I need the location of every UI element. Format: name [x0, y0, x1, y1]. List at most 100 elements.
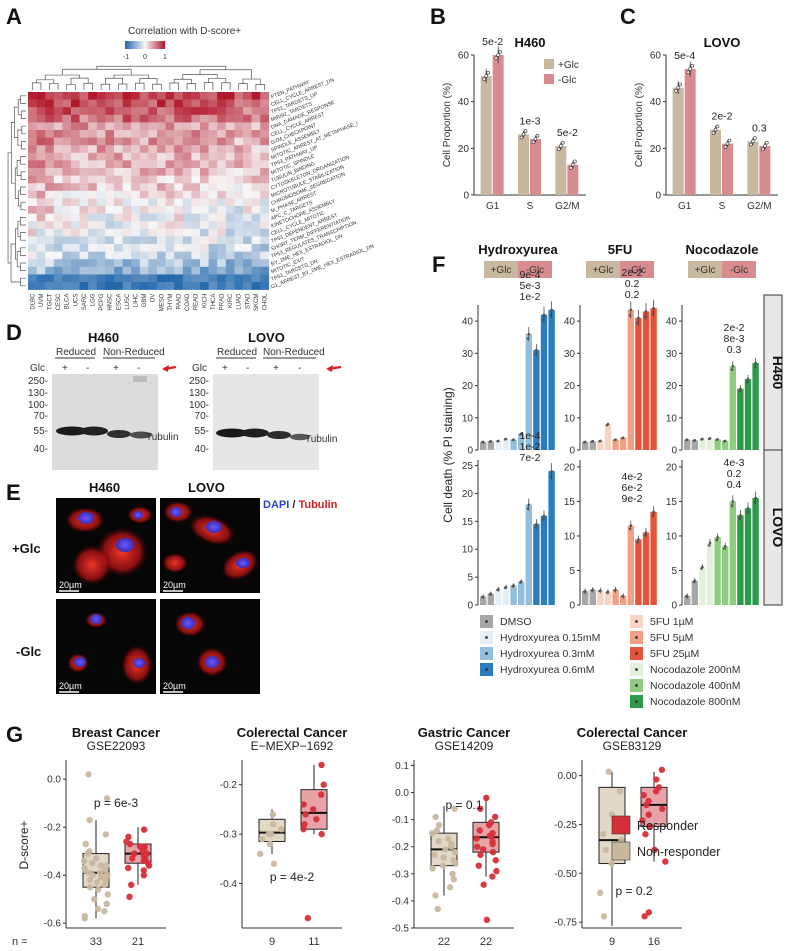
heatmap-cell [208, 122, 218, 131]
bar [502, 439, 510, 450]
bar [612, 589, 619, 605]
data-point [598, 440, 601, 443]
p-value: 5e-3 [519, 280, 540, 292]
bar-chart-lovo-cell-cycle: LOVO 0 20 40 60 Cell Proportion (%) G1 5e-4 S 2e-… [634, 35, 778, 212]
heatmap-cell [114, 282, 123, 290]
data-point [753, 501, 756, 504]
heatmap-cell [36, 213, 46, 222]
g-subplot-dataset: GSE14209 [435, 739, 494, 753]
data-point [583, 590, 586, 593]
data-point [511, 438, 514, 442]
heatmap-cell [36, 251, 46, 260]
heatmap-cell [62, 168, 72, 176]
bar [495, 440, 502, 450]
heatmap-cell [62, 274, 72, 283]
heatmap-cell [88, 266, 98, 275]
bar [672, 87, 684, 195]
heatmap-cell [148, 160, 158, 169]
heatmap-cell [36, 130, 46, 138]
heatmap-cell [79, 130, 89, 138]
heatmap-col-label: UVM [39, 294, 45, 307]
heatmap-cell [217, 99, 227, 108]
heatmap-cell [96, 168, 106, 176]
bar [752, 497, 759, 605]
heatmap-cell [122, 152, 132, 161]
bar [518, 433, 525, 450]
data-point [442, 846, 449, 853]
heatmap-cell [174, 236, 184, 245]
heatmap-cell [217, 213, 227, 222]
heatmap-cell [28, 282, 37, 290]
y-tick-label: -0.6 [44, 919, 62, 930]
legend-swatch-dot [635, 684, 638, 687]
data-point [708, 541, 712, 545]
data-point [86, 816, 93, 824]
heatmap-cell [131, 145, 141, 154]
heatmap-cell [139, 206, 149, 214]
data-point [93, 879, 101, 886]
data-point [628, 314, 631, 317]
data-point [496, 588, 499, 592]
heatmap-cell [122, 92, 132, 100]
heatmap-cell [191, 99, 201, 108]
dendrogram-branch [169, 82, 179, 90]
p-value: 5e-2 [557, 127, 578, 139]
heatmap-cell [243, 282, 252, 290]
heatmap-cell [157, 99, 166, 108]
colorbar-tick-mid: 0 [143, 54, 147, 61]
dendrogram-branch [66, 84, 76, 90]
bar [510, 439, 517, 450]
heatmap-cell [165, 145, 175, 154]
heatmap-cell [174, 221, 184, 230]
heatmap-cell [122, 145, 132, 154]
heatmap-cell [243, 244, 252, 252]
bar [714, 537, 721, 605]
heatmap-cell [234, 114, 244, 123]
heatmap-cell [260, 145, 270, 154]
y-tick-label: -0.25 [554, 820, 577, 831]
bar [699, 439, 706, 450]
heatmap-cell [251, 137, 261, 146]
dendrogram-branch [20, 171, 26, 180]
heatmap-cell [217, 107, 227, 116]
heatmap-cell [88, 228, 98, 237]
y-tick-label: 20 [458, 144, 470, 155]
bar [691, 440, 698, 450]
heatmap-cell [79, 190, 89, 199]
data-point [715, 438, 718, 441]
data-point [145, 862, 153, 869]
heatmap-cell [45, 228, 55, 237]
heatmap-cell [225, 175, 235, 184]
heatmap-cell [122, 160, 132, 169]
heatmap-cell [251, 251, 261, 260]
heatmap-cell [157, 175, 166, 184]
heatmap-cell [174, 206, 184, 214]
heatmap-cell [234, 282, 244, 290]
heatmap-cell [191, 206, 201, 214]
heatmap-cell [105, 259, 115, 268]
heatmap-cell [182, 198, 192, 207]
heatmap-cell [62, 137, 72, 146]
bar [744, 508, 752, 605]
heatmap-cell [243, 160, 252, 169]
y-tick-label: -0.1 [392, 815, 410, 826]
heatmap-cell [191, 282, 201, 290]
bar [589, 589, 596, 605]
heatmap-cell [96, 236, 106, 245]
heatmap-cell [182, 107, 192, 116]
heatmap-cell [217, 282, 227, 290]
data-point [628, 527, 631, 530]
heatmap-cell [71, 190, 80, 199]
data-point [573, 159, 577, 164]
data-point [629, 308, 633, 312]
heatmap-cell [122, 114, 132, 123]
heatmap-cell [45, 190, 55, 199]
heatmap-cell [225, 107, 235, 116]
heatmap-cell [36, 107, 46, 116]
heatmap-cell [53, 251, 63, 260]
sample-count: 9 [269, 936, 275, 948]
heatmap-cell [251, 282, 261, 290]
heatmap-cell [251, 221, 261, 230]
y-tick-label: 20 [564, 462, 576, 473]
data-point [481, 595, 484, 599]
